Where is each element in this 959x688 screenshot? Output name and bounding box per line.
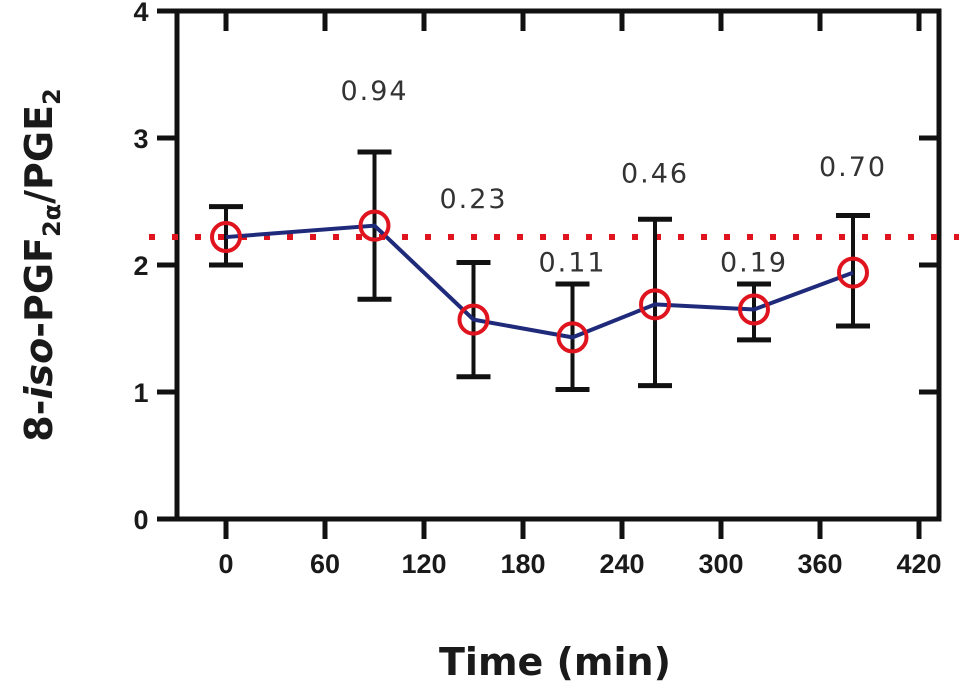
x-tick-label: 120 (401, 549, 446, 579)
data-point (210, 221, 242, 254)
x-tick-label: 360 (797, 549, 842, 579)
y-axis-title: 8-iso-PGF2α/PGE2 (17, 88, 66, 442)
x-tick-label: 300 (698, 549, 743, 579)
p-value-label: 0.70 (819, 152, 887, 183)
x-tick-label: 0 (218, 549, 233, 579)
x-tick-label: 420 (896, 549, 941, 579)
x-tick-label: 60 (310, 549, 340, 579)
data-point (837, 256, 869, 289)
data-point (358, 209, 391, 242)
y-tick-label: 4 (133, 0, 148, 27)
y-tick-label: 2 (133, 251, 148, 281)
x-axis-title: Time (min) (439, 640, 671, 684)
y-title-sub2: 2 (38, 88, 66, 105)
marks: 0.94 0.23 0.11 0.46 0.19 0.70 (149, 76, 959, 392)
p-value-label: 0.46 (621, 158, 689, 189)
data-point (457, 303, 490, 336)
y-tick-label: 1 (133, 378, 148, 408)
y-title-mid: -PGF (17, 237, 61, 338)
y-title-prefix: 8- (17, 400, 61, 442)
p-value-label: 0.94 (340, 76, 408, 107)
axes: 0 60 120 180 240 300 360 420 0 1 2 3 4 (133, 0, 941, 579)
data-point (556, 321, 589, 354)
y-title-slash: /PGE (17, 105, 61, 204)
y-title-italic: iso (17, 338, 61, 400)
y-title-sub1: 2α (38, 204, 66, 237)
p-value-label: 0.11 (538, 247, 606, 278)
x-tick-label: 240 (599, 549, 644, 579)
data-point (738, 293, 770, 326)
y-tick-label: 3 (133, 124, 148, 154)
series-line (225, 223, 854, 340)
p-value-label: 0.23 (439, 184, 507, 215)
x-tick-label: 180 (500, 549, 545, 579)
data-point (639, 288, 671, 321)
y-tick-label: 0 (133, 505, 148, 535)
p-value-label: 0.19 (720, 247, 788, 278)
